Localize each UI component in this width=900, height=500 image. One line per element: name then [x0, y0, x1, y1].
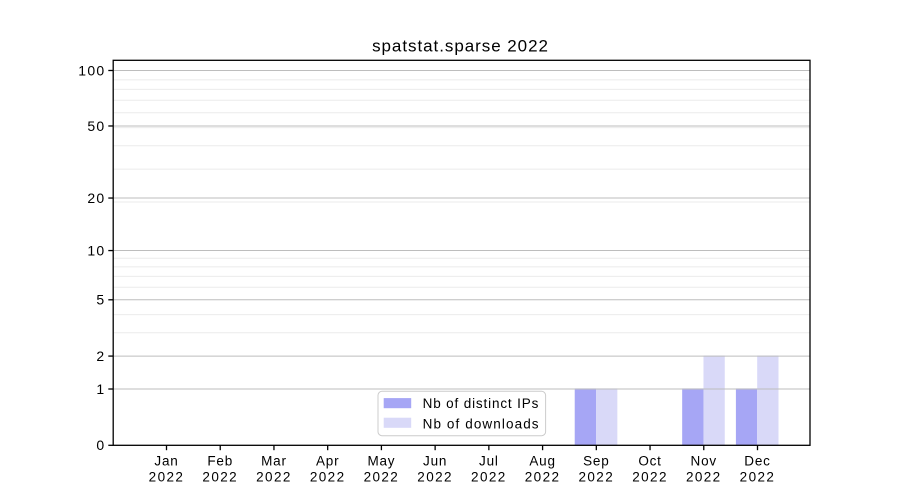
svg-text:2022: 2022: [417, 470, 453, 485]
svg-text:2022: 2022: [256, 470, 292, 485]
svg-text:5: 5: [96, 292, 105, 308]
svg-text:Feb: Feb: [207, 453, 233, 468]
svg-text:Dec: Dec: [744, 453, 770, 468]
svg-text:Aug: Aug: [529, 453, 555, 468]
svg-text:Nb of distinct IPs: Nb of distinct IPs: [423, 396, 540, 411]
svg-text:Jan: Jan: [154, 453, 178, 468]
svg-text:20: 20: [87, 190, 105, 206]
svg-text:2022: 2022: [740, 470, 776, 485]
svg-text:2: 2: [96, 348, 105, 364]
svg-text:2022: 2022: [686, 470, 722, 485]
svg-text:2022: 2022: [364, 470, 400, 485]
svg-text:Sep: Sep: [583, 453, 609, 468]
svg-text:Jun: Jun: [423, 453, 447, 468]
svg-text:Apr: Apr: [316, 453, 339, 468]
svg-text:Mar: Mar: [261, 453, 287, 468]
svg-text:100: 100: [78, 62, 105, 78]
svg-text:50: 50: [87, 118, 105, 134]
svg-text:May: May: [367, 453, 395, 468]
svg-text:2022: 2022: [149, 470, 185, 485]
svg-text:0: 0: [96, 437, 105, 453]
svg-text:2022: 2022: [525, 470, 561, 485]
svg-text:2022: 2022: [578, 470, 614, 485]
svg-text:Nb of downloads: Nb of downloads: [423, 416, 540, 431]
svg-text:Nov: Nov: [691, 453, 717, 468]
svg-text:2022: 2022: [202, 470, 238, 485]
svg-text:Oct: Oct: [638, 453, 661, 468]
svg-text:Jul: Jul: [479, 453, 499, 468]
svg-text:2022: 2022: [632, 470, 668, 485]
svg-text:2022: 2022: [310, 470, 346, 485]
svg-text:spatstat.sparse 2022: spatstat.sparse 2022: [372, 37, 549, 56]
svg-text:2022: 2022: [471, 470, 507, 485]
svg-text:10: 10: [87, 242, 105, 258]
svg-text:1: 1: [96, 381, 105, 397]
